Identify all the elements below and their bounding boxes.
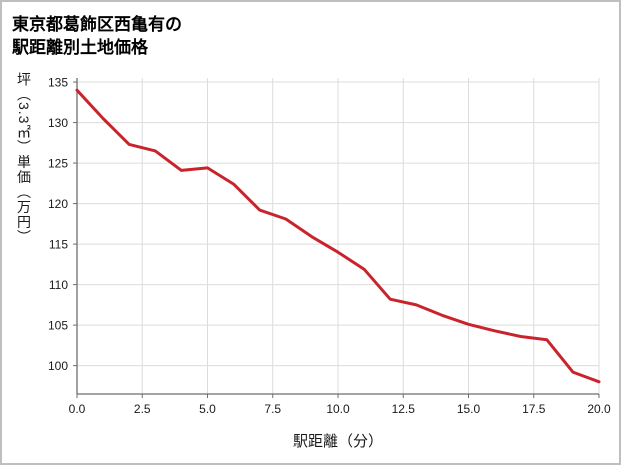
y-tick-label: 115 xyxy=(49,237,68,251)
x-tick-label: 12.5 xyxy=(392,402,416,416)
x-tick-label: 7.5 xyxy=(264,402,281,416)
y-tick-label: 120 xyxy=(48,197,68,211)
y-tick-label: 135 xyxy=(48,75,68,89)
x-tick-label: 0.0 xyxy=(69,402,86,416)
chart-title-line2: 駅距離別土地価格 xyxy=(12,37,148,57)
y-tick-label: 125 xyxy=(48,156,68,170)
chart-area: 坪（3.3㎡）単価（万円） 0.0 2.5 5.0 7.5 10.0 12.5 15.0 17… xyxy=(2,71,619,461)
line-chart: 0.0 2.5 5.0 7.5 10.0 12.5 15.0 17.5 20.0 100 105 11… xyxy=(48,75,611,450)
y-tick-label: 110 xyxy=(49,278,68,292)
tick-labels: 0.0 2.5 5.0 7.5 10.0 12.5 15.0 17.5 20.0 100 105 11… xyxy=(48,75,611,415)
x-tick-label: 5.0 xyxy=(199,402,216,416)
chart-title: 東京都葛飾区西亀有の 駅距離別土地価格 xyxy=(2,2,619,60)
x-tick-label: 17.5 xyxy=(522,402,546,416)
x-tick-label: 20.0 xyxy=(587,402,611,416)
x-tick-label: 15.0 xyxy=(457,402,481,416)
y-tick-label: 130 xyxy=(48,116,68,130)
gridlines xyxy=(76,77,600,394)
x-tick-label: 2.5 xyxy=(134,402,151,416)
tick-marks xyxy=(73,81,600,398)
price-line xyxy=(75,88,601,384)
chart-title-line1: 東京都葛飾区西亀有の xyxy=(12,15,182,34)
x-tick-label: 10.0 xyxy=(326,402,350,416)
y-axis-label: 坪（3.3㎡）単価（万円） xyxy=(16,71,32,245)
y-tick-label: 100 xyxy=(48,359,68,373)
y-tick-label: 105 xyxy=(48,319,68,333)
x-axis-label: 駅距離（分） xyxy=(293,432,383,450)
